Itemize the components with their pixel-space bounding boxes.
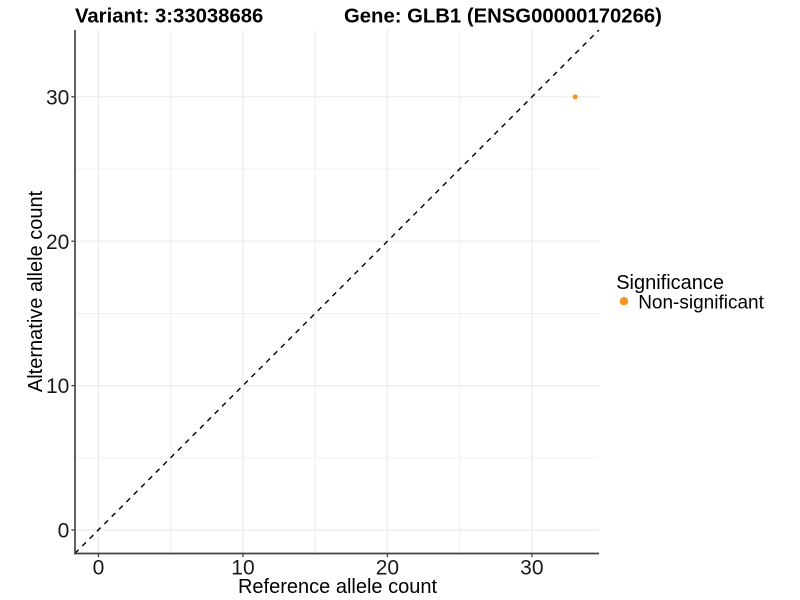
- svg-text:Variant: 3:33038686: Variant: 3:33038686: [75, 6, 263, 28]
- svg-text:Alternative allele count: Alternative allele count: [25, 190, 47, 392]
- svg-text:Significance: Significance: [616, 272, 724, 294]
- svg-text:30: 30: [520, 557, 543, 580]
- svg-text:0: 0: [93, 557, 105, 580]
- svg-text:Gene: GLB1 (ENSG00000170266): Gene: GLB1 (ENSG00000170266): [344, 6, 662, 28]
- svg-text:10: 10: [46, 375, 69, 398]
- svg-text:20: 20: [46, 231, 69, 254]
- svg-text:Reference allele count: Reference allele count: [238, 576, 437, 598]
- svg-text:Non-significant: Non-significant: [638, 292, 764, 313]
- svg-text:20: 20: [376, 557, 399, 580]
- svg-text:30: 30: [46, 86, 69, 109]
- svg-text:0: 0: [58, 520, 70, 543]
- svg-text:10: 10: [231, 557, 254, 580]
